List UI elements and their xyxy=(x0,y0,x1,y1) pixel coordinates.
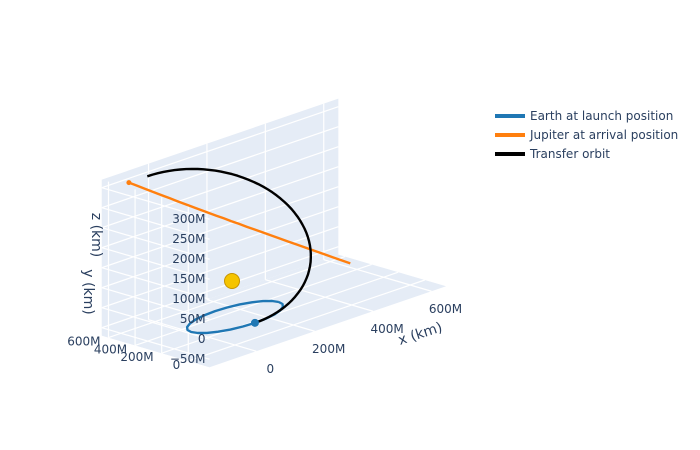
legend-label: Earth at launch position xyxy=(530,108,674,123)
z-tick-label: 150M xyxy=(172,272,205,286)
z-gridline xyxy=(101,227,210,260)
x-gridline xyxy=(206,299,315,332)
z-gridline xyxy=(101,106,339,189)
x-tick-label: 200M xyxy=(312,342,345,356)
z-gridline xyxy=(101,187,210,220)
x-gridline xyxy=(148,319,257,352)
z-tick-label: 100M xyxy=(172,292,205,306)
z-gridline xyxy=(101,186,339,269)
jupiter-marker xyxy=(126,180,132,186)
traces xyxy=(126,167,351,335)
jupiter-arc-line xyxy=(128,181,351,265)
z-gridline xyxy=(101,267,210,300)
legend-label: Jupiter at arrival position xyxy=(530,127,679,142)
z-tick-label: 300M xyxy=(172,212,205,226)
y-tick-label: 0 xyxy=(173,358,181,372)
z-gridline xyxy=(101,246,339,329)
y-tick-label: 600M xyxy=(67,335,100,349)
legend-item[interactable]: Transfer orbit xyxy=(495,144,678,163)
x-tick-label: 0 xyxy=(266,362,274,376)
legend-item[interactable]: Jupiter at arrival position xyxy=(495,125,678,144)
legend-item[interactable]: Earth at launch position xyxy=(495,106,678,125)
z-gridline xyxy=(101,247,210,280)
legend: Earth at launch position Jupiter at arriv… xyxy=(495,106,678,163)
legend-label: Transfer orbit xyxy=(530,146,610,161)
x-tick-label: 400M xyxy=(370,322,403,336)
gridlines xyxy=(101,103,432,362)
y-axis-title: y (km) xyxy=(80,269,96,314)
y-gridline xyxy=(108,256,346,339)
x-gridline xyxy=(265,279,374,312)
z-gridline xyxy=(101,207,210,240)
legend-swatch xyxy=(495,113,525,118)
z-tick-label: −50M xyxy=(170,352,206,366)
y-tick-label: 400M xyxy=(94,342,127,356)
legend-swatch xyxy=(495,132,525,137)
z-tick-label: 200M xyxy=(172,252,205,266)
z-gridline xyxy=(101,226,339,309)
z-gridline xyxy=(101,146,339,229)
z-tick-label: 250M xyxy=(172,232,205,246)
z-axis-title: z (km) xyxy=(88,213,104,257)
z-tick-label: 0 xyxy=(198,332,206,346)
x-gridline xyxy=(323,259,432,292)
y-gridline xyxy=(134,263,372,346)
left-plane xyxy=(101,179,210,368)
z-gridline xyxy=(101,166,339,249)
legend-swatch xyxy=(495,151,525,156)
sun-marker xyxy=(224,273,240,289)
z-tick-label: 50M xyxy=(180,312,206,326)
y-gridline xyxy=(161,271,399,354)
z-gridline xyxy=(101,126,339,209)
z-gridline xyxy=(101,307,210,340)
x-tick-label: 600M xyxy=(429,302,462,316)
z-gridline xyxy=(101,287,210,320)
earth-marker xyxy=(250,318,259,327)
scene-3d[interactable]: 0200M400M600M0200M400M600M−50M050M100M15… xyxy=(67,98,462,377)
y-gridline xyxy=(188,279,425,362)
tick-labels: 0200M400M600M0200M400M600M−50M050M100M15… xyxy=(67,212,462,376)
y-tick-label: 200M xyxy=(120,350,153,364)
z-gridline xyxy=(101,327,210,360)
transfer-orbit-line xyxy=(146,167,312,325)
